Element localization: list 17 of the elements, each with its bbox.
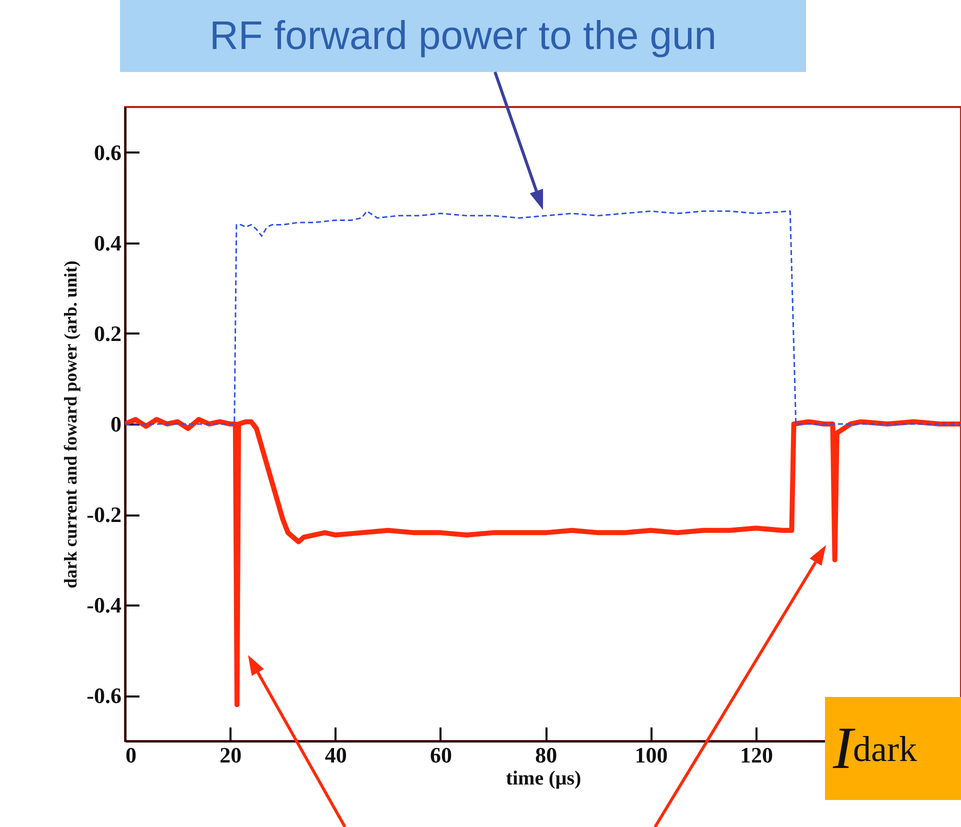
x-tick-label: 60 [430,742,452,768]
y-tick-label: 0 [110,412,122,436]
x-tick-label: 80 [535,742,558,768]
y-tick-label: 0.4 [94,230,122,256]
x-tick-label: 120 [740,742,773,768]
y-tick-label: -0.2 [86,502,122,528]
text: RF forward power to the gun [120,0,806,72]
y-tick-label: -0.4 [86,592,122,618]
x-tick-label: 100 [634,742,668,768]
x-axis-title: time (µs) [506,768,582,790]
y-tick-label: 0.2 [94,320,122,346]
y-axis-title: dark current and foward power (arb. unit) [60,260,81,588]
x-tick-label: 40 [324,742,347,768]
line-series [125,210,961,425]
y-tick-label: -0.6 [86,683,122,708]
x-tick-label: 20 [220,742,242,768]
y-tick-label: 0.6 [94,140,122,165]
